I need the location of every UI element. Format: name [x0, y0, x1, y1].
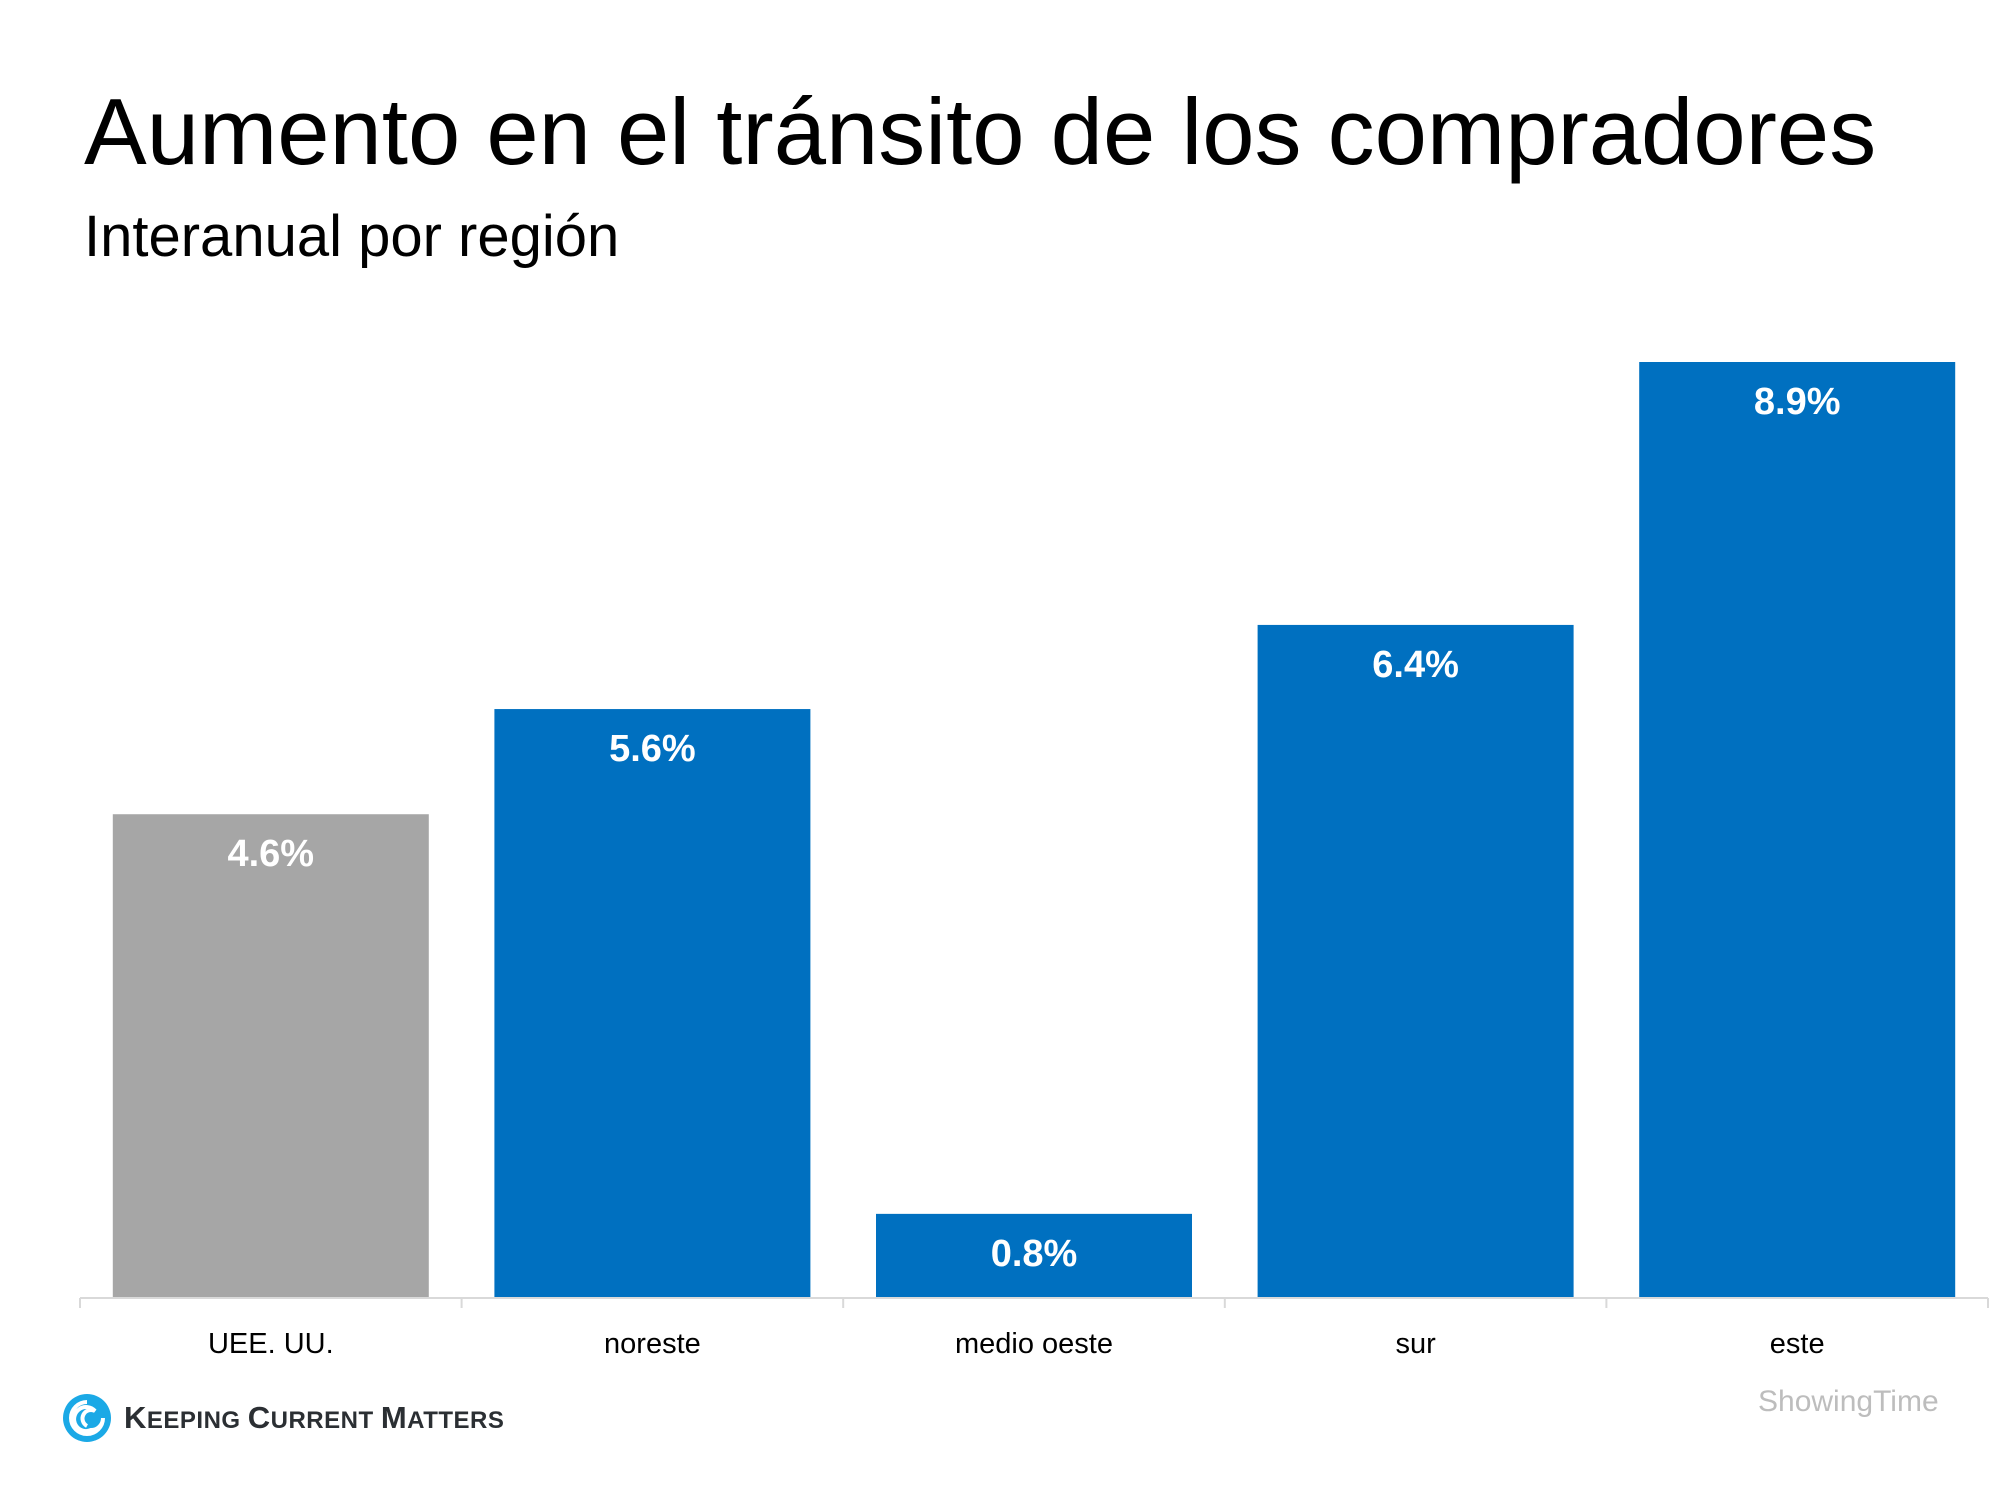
category-label: UEE. UU.	[208, 1328, 334, 1360]
bar	[876, 1213, 1192, 1298]
source-credit: ShowingTime	[1758, 1385, 1939, 1418]
data-label: 0.8%	[991, 1233, 1078, 1275]
chart-subtitle: Interanual por región	[84, 204, 620, 269]
logo-text: KEEPING CURRENT MATTERS	[124, 1400, 505, 1435]
bar	[1639, 362, 1956, 1298]
data-label: 6.4%	[1372, 644, 1459, 686]
data-label: 4.6%	[227, 833, 314, 875]
category-label: sur	[1395, 1328, 1436, 1360]
category-label: medio oeste	[955, 1328, 1113, 1360]
chart-title: Aumento en el tránsito de los compradore…	[84, 79, 1877, 184]
bar	[1257, 624, 1574, 1298]
swirl-logo-icon	[63, 1394, 111, 1442]
data-label: 5.6%	[609, 728, 696, 770]
bar	[494, 709, 811, 1298]
category-label: noreste	[604, 1328, 701, 1360]
bar	[112, 814, 429, 1298]
logo: KEEPING CURRENT MATTERS	[62, 1393, 504, 1443]
category-label: este	[1770, 1328, 1825, 1360]
data-label: 8.9%	[1754, 381, 1841, 423]
